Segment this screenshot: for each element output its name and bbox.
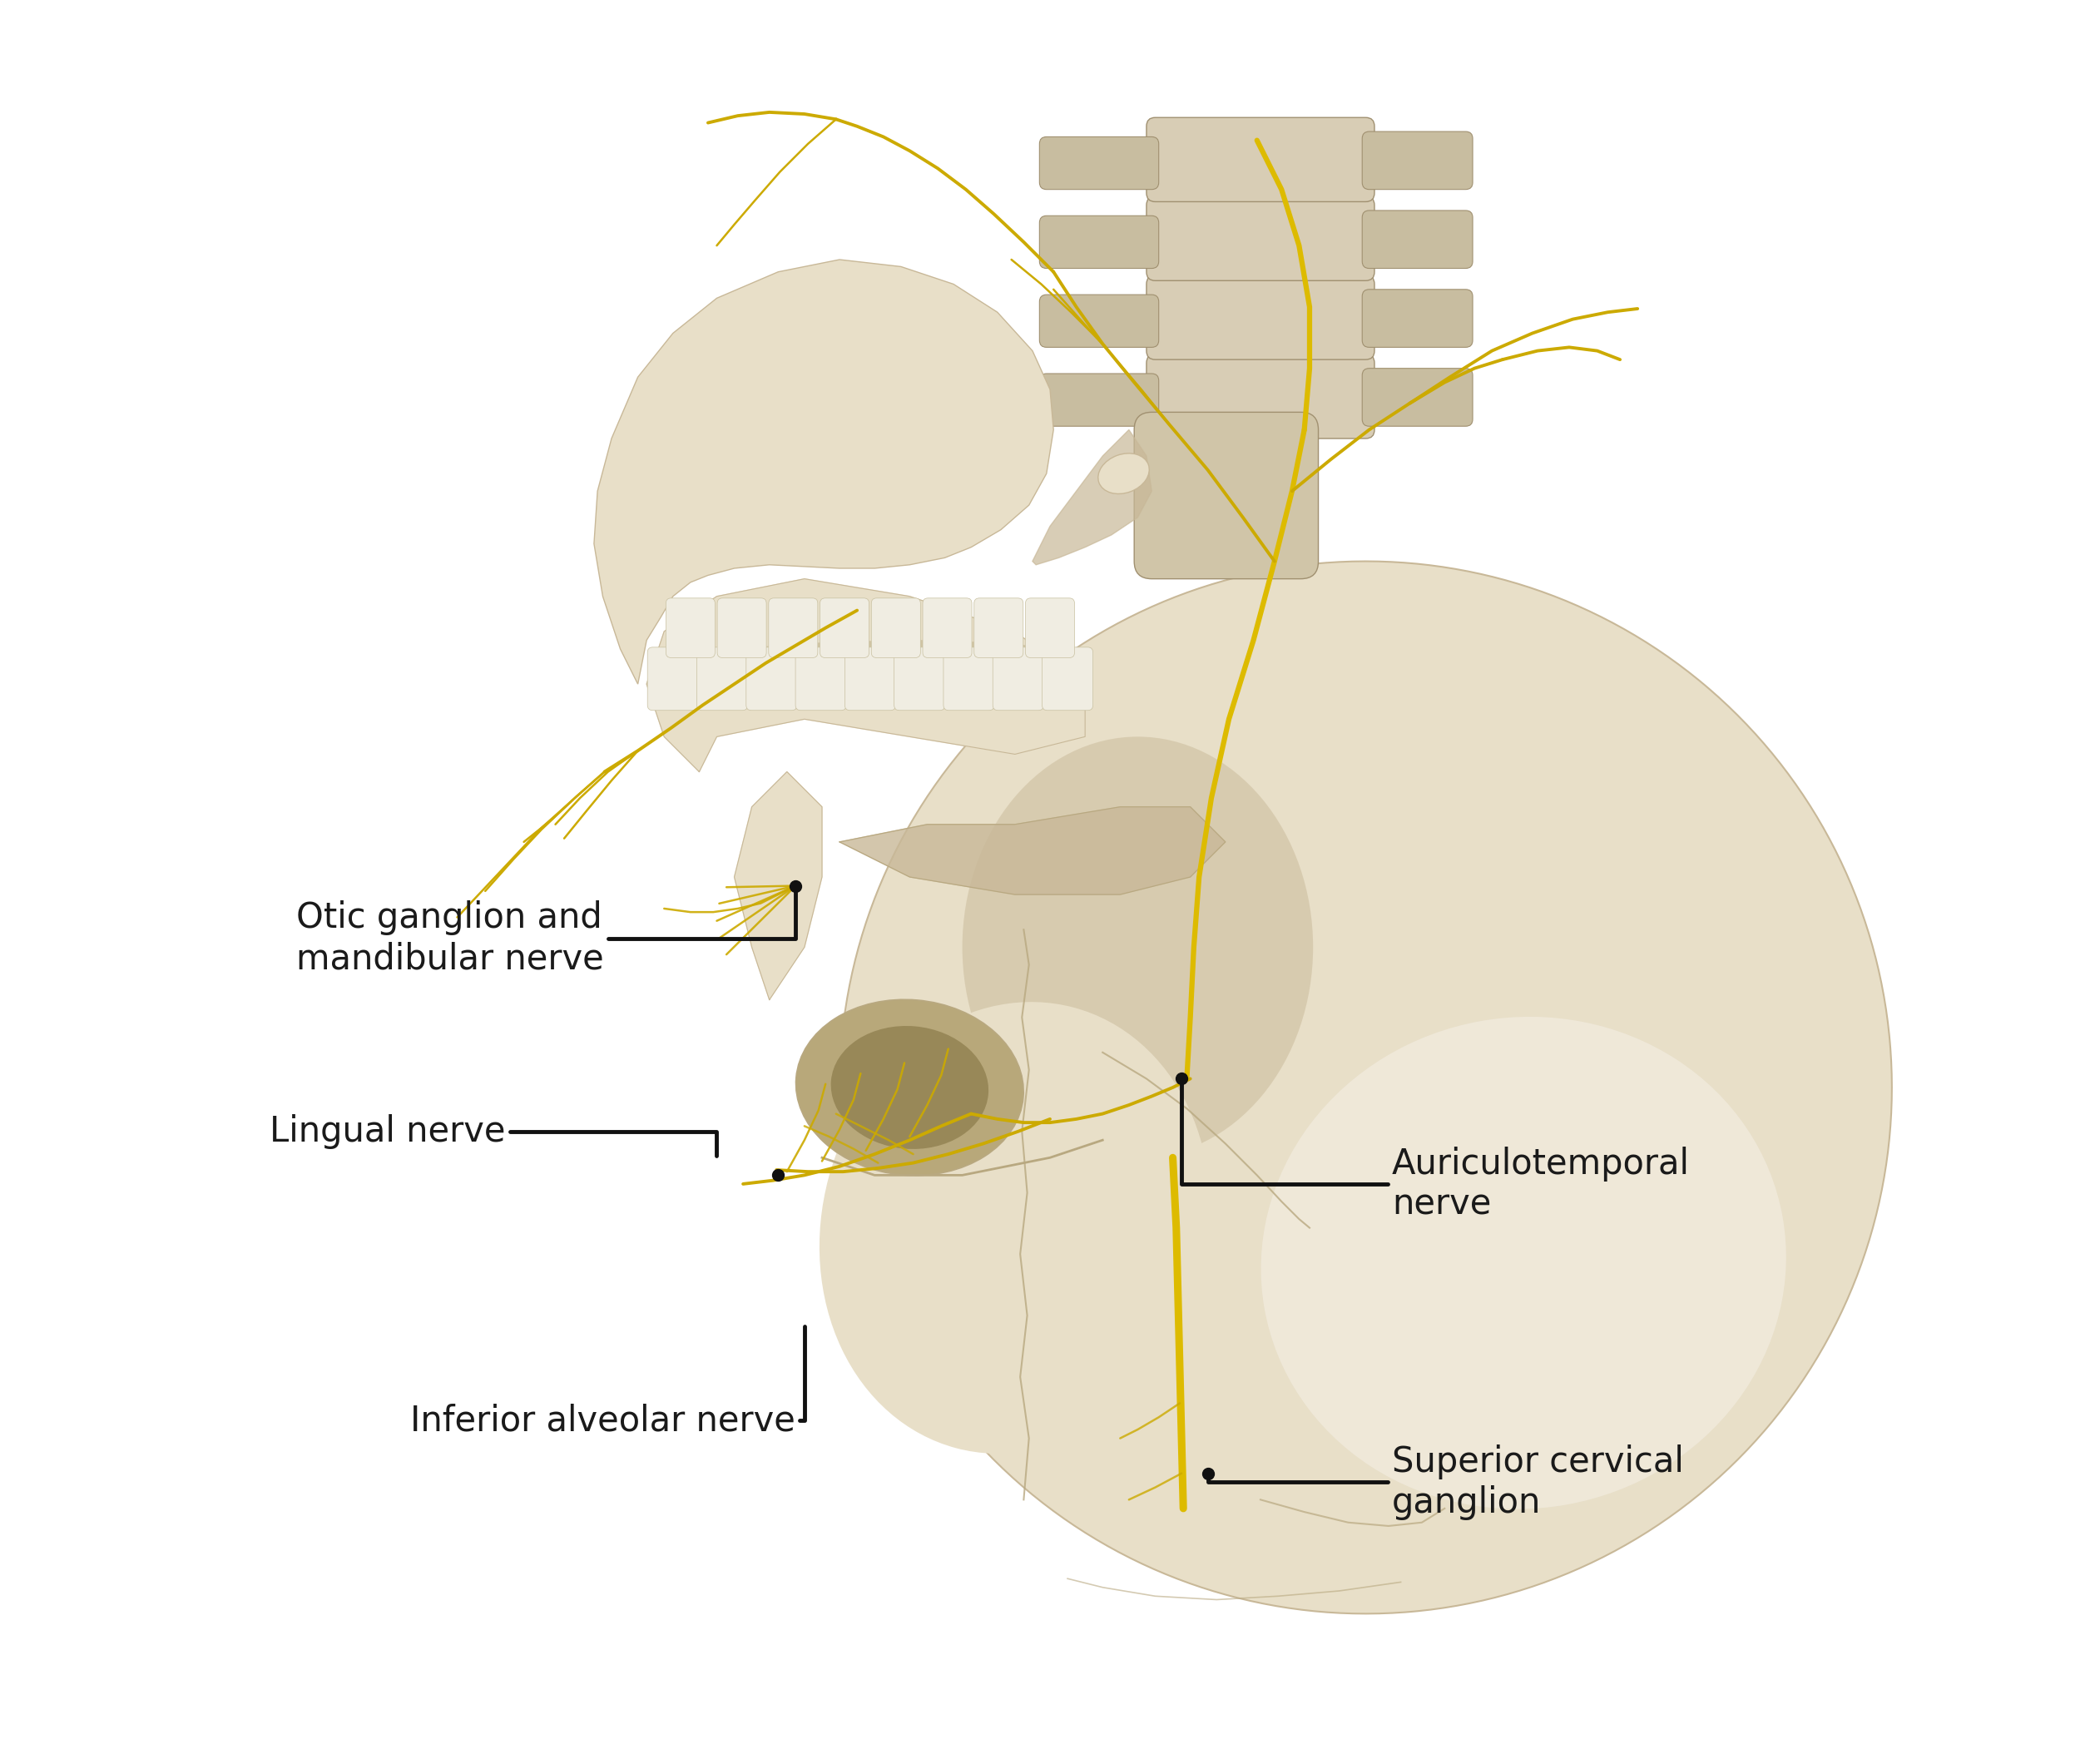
Polygon shape bbox=[735, 772, 821, 1000]
FancyBboxPatch shape bbox=[697, 647, 748, 710]
FancyBboxPatch shape bbox=[796, 647, 846, 710]
FancyBboxPatch shape bbox=[746, 647, 798, 710]
FancyBboxPatch shape bbox=[647, 647, 699, 710]
FancyBboxPatch shape bbox=[1363, 132, 1472, 189]
Text: Otic ganglion and
mandibular nerve: Otic ganglion and mandibular nerve bbox=[296, 888, 796, 975]
Text: Superior cervical
ganglion: Superior cervical ganglion bbox=[1208, 1445, 1684, 1519]
FancyBboxPatch shape bbox=[872, 598, 920, 658]
FancyBboxPatch shape bbox=[974, 598, 1023, 658]
Ellipse shape bbox=[1098, 453, 1149, 495]
FancyBboxPatch shape bbox=[1147, 118, 1376, 202]
FancyBboxPatch shape bbox=[769, 598, 817, 658]
Polygon shape bbox=[647, 579, 1086, 772]
Polygon shape bbox=[594, 260, 1054, 684]
FancyBboxPatch shape bbox=[1363, 289, 1472, 347]
FancyBboxPatch shape bbox=[1040, 374, 1159, 426]
Polygon shape bbox=[840, 807, 1226, 895]
Ellipse shape bbox=[962, 737, 1312, 1158]
FancyBboxPatch shape bbox=[943, 647, 993, 710]
FancyBboxPatch shape bbox=[666, 598, 714, 658]
FancyBboxPatch shape bbox=[1147, 354, 1376, 438]
FancyBboxPatch shape bbox=[819, 598, 869, 658]
Ellipse shape bbox=[832, 1026, 989, 1149]
FancyBboxPatch shape bbox=[1134, 412, 1319, 579]
FancyBboxPatch shape bbox=[993, 647, 1044, 710]
FancyBboxPatch shape bbox=[844, 647, 897, 710]
Polygon shape bbox=[655, 640, 1086, 705]
FancyBboxPatch shape bbox=[1363, 210, 1472, 268]
FancyBboxPatch shape bbox=[1025, 598, 1075, 658]
Ellipse shape bbox=[840, 561, 1892, 1614]
FancyBboxPatch shape bbox=[1147, 196, 1376, 281]
FancyBboxPatch shape bbox=[1040, 295, 1159, 347]
Text: Inferior alveolar nerve: Inferior alveolar nerve bbox=[410, 1326, 804, 1438]
Polygon shape bbox=[1033, 430, 1151, 565]
FancyBboxPatch shape bbox=[1040, 137, 1159, 189]
Ellipse shape bbox=[819, 1002, 1210, 1454]
Text: Auriculotemporal
nerve: Auriculotemporal nerve bbox=[1182, 1080, 1691, 1221]
FancyBboxPatch shape bbox=[895, 647, 945, 710]
FancyBboxPatch shape bbox=[1147, 275, 1376, 360]
FancyBboxPatch shape bbox=[1042, 647, 1092, 710]
FancyBboxPatch shape bbox=[922, 598, 972, 658]
FancyBboxPatch shape bbox=[718, 598, 766, 658]
FancyBboxPatch shape bbox=[1040, 216, 1159, 268]
Ellipse shape bbox=[1260, 1017, 1787, 1508]
Ellipse shape bbox=[796, 1000, 1023, 1175]
FancyBboxPatch shape bbox=[1363, 368, 1472, 426]
Text: Lingual nerve: Lingual nerve bbox=[269, 1114, 716, 1156]
